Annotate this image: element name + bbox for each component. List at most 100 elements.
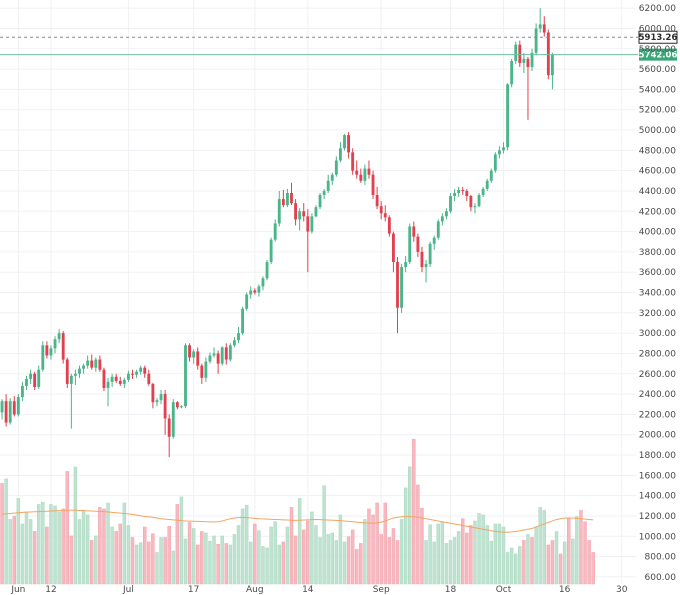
y-tick-label: 5000.00 [639,126,676,136]
volume-bars [0,438,595,585]
candle-body [245,294,249,309]
volume-bar [81,510,86,585]
candle-body [269,239,273,263]
volume-bar [322,485,326,585]
volume-bar [122,502,127,585]
price-candles [0,8,554,458]
y-tick-label: 1000.00 [639,532,676,542]
candle-body [310,216,314,232]
volume-bar [363,519,367,585]
volume-bar [297,498,302,585]
candle-body [432,237,436,244]
candle-body [253,290,257,293]
candle-body [314,207,318,217]
y-tick-label: 2800.00 [639,349,676,359]
volume-bar [12,516,16,585]
volume-bar [338,514,343,585]
candle-body [171,402,175,437]
y-tick-label: 3600.00 [639,268,676,278]
candle-body [106,381,110,388]
candle-body [224,347,228,360]
volume-bar [57,511,61,585]
volume-bar [412,438,416,585]
x-tick-label: 16 [559,585,571,595]
volume-bar [583,521,587,585]
candle-body [330,174,334,181]
volume-bar [416,484,420,585]
candle-body [375,195,379,207]
candle-body [265,262,269,279]
candle-body [20,385,24,398]
volume-bar [473,520,477,585]
candle-body [416,236,420,252]
volume-bar [355,549,359,585]
candle-body [45,345,49,356]
candle-body [510,60,514,85]
last-price-tag [639,48,677,61]
volume-bar [383,502,387,585]
candle-body [277,199,281,224]
candle-body [550,54,554,76]
candle-body [298,211,302,220]
candle-body [237,333,240,341]
volume-bar [567,517,571,585]
candle-body [192,351,196,358]
candle-body [322,190,326,196]
volume-bar [220,535,224,585]
volume-bar [477,513,481,585]
candle-body [473,206,477,208]
volume-bar [134,544,139,585]
candle-body [461,189,465,191]
y-tick-label: 1400.00 [639,492,676,502]
y-tick-label: 6200.00 [639,4,676,14]
volume-bar [269,526,273,585]
candle-body [33,373,37,387]
volume-bar [314,525,318,585]
candle-body [196,351,200,366]
candle-body [216,353,220,364]
volume-bar [196,544,200,585]
volume-bar [391,528,396,585]
candle-body [428,243,432,265]
volume-bar [94,535,98,585]
candle-body [449,196,452,212]
candle-body [408,226,412,263]
y-tick-label: 5600.00 [639,65,676,75]
volume-bar [550,540,555,585]
candle-body [318,195,322,208]
y-tick-label: 3400.00 [639,289,676,299]
volume-bar [249,541,253,585]
y-tick-label: 3800.00 [639,248,676,258]
volume-bar [489,540,493,585]
volume-bar [261,546,265,585]
volume-bar [257,530,261,585]
candle-body [0,401,4,413]
candle-body [294,203,298,220]
candle-body [139,367,143,372]
candle-body [424,264,428,268]
y-tick-label: 5200.00 [639,106,676,116]
volume-bar [461,518,465,585]
volume-moving-average [1,509,594,533]
y-tick-label: 5400.00 [639,85,676,95]
candle-body [228,345,232,360]
candle-body [514,44,518,61]
volume-bar [232,534,237,585]
x-axis: Jun 12 Jul 17 Aug 14 Sep 18 Oct 16 30 [10,585,627,595]
candle-body [167,418,171,437]
candle-body [212,353,216,356]
y-tick-label: 2400.00 [639,390,676,400]
candle-body [200,365,204,378]
volume-bar [456,531,461,585]
volume-bar [265,547,269,585]
volume-bar [253,523,257,585]
volume-bar [224,543,228,585]
candle-body [98,359,102,370]
volume-bar [375,502,379,585]
volume-bar [61,508,65,585]
candle-body [4,401,8,423]
x-tick-label: Sep [373,585,390,595]
volume-bar [379,534,383,585]
volume-bar [49,504,53,585]
x-tick-label: 30 [616,585,628,595]
